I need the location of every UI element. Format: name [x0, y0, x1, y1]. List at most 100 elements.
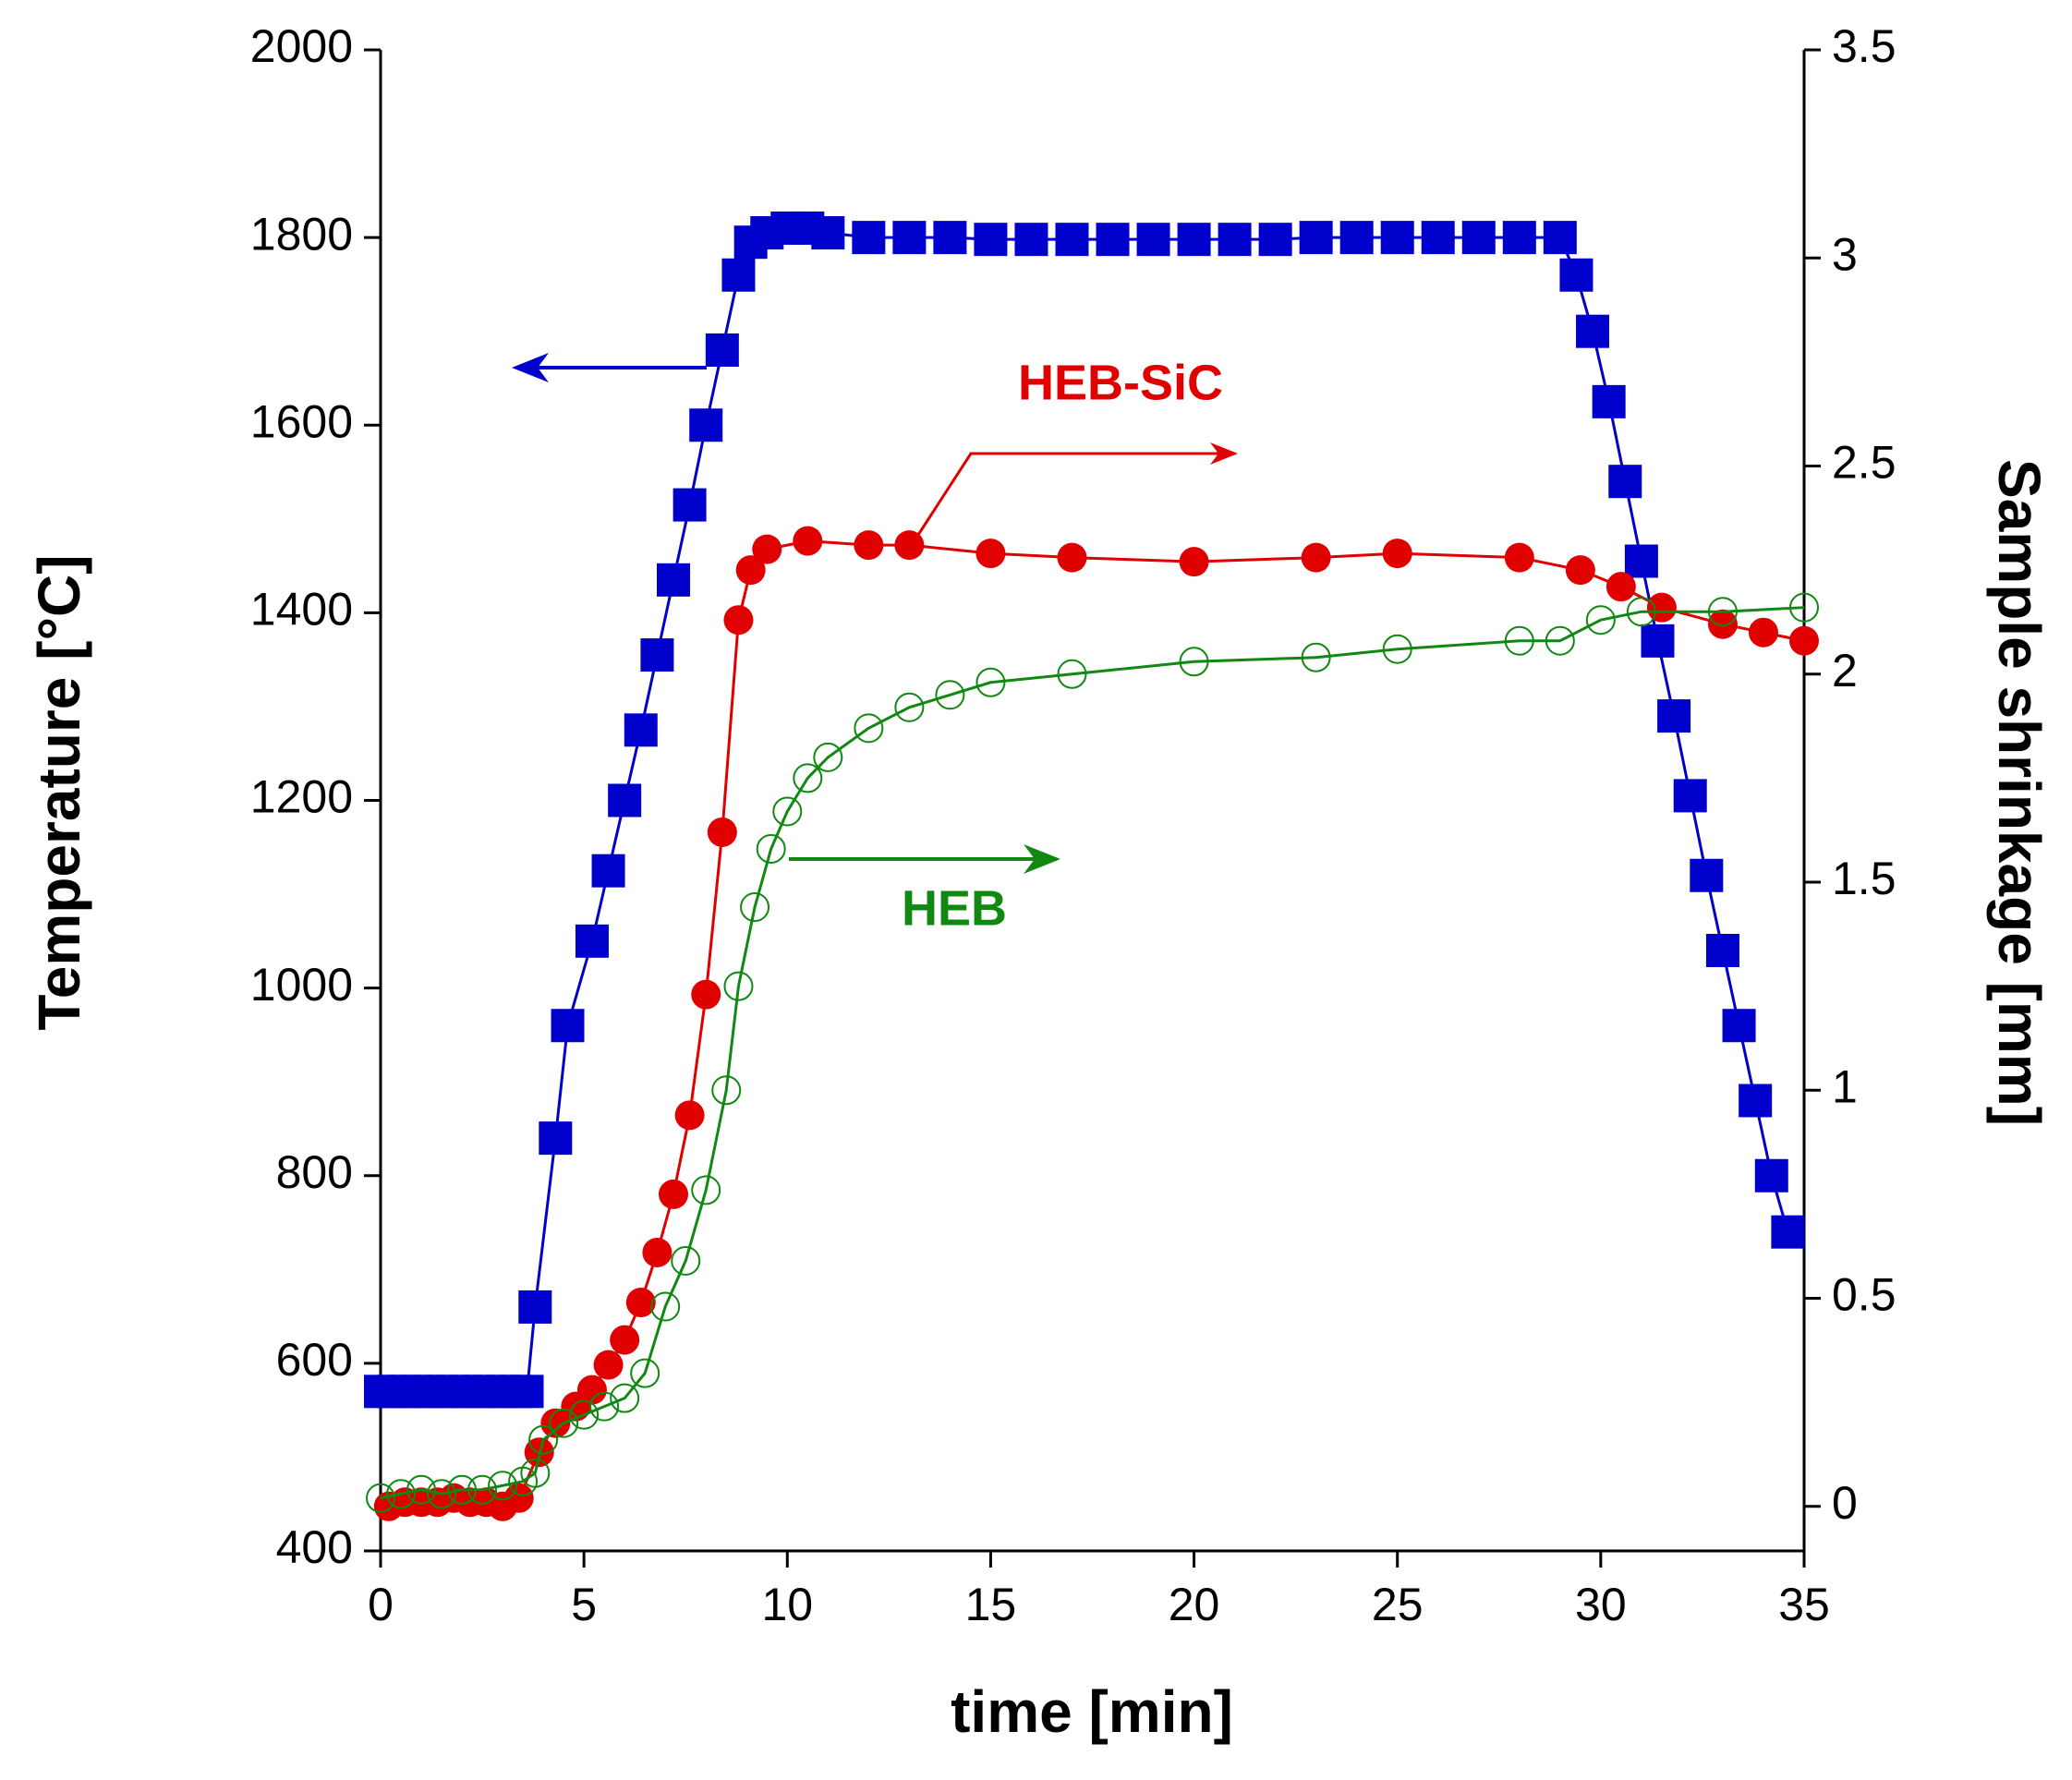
- marker: [650, 1291, 681, 1322]
- marker: [1179, 547, 1209, 577]
- marker: [975, 667, 1006, 697]
- marker: [1177, 223, 1211, 257]
- marker: [1646, 592, 1677, 623]
- annotation: HEB-SiC: [1018, 355, 1223, 410]
- marker: [711, 1075, 742, 1106]
- marker: [1789, 592, 1819, 623]
- marker: [975, 539, 1006, 569]
- marker: [488, 1471, 518, 1501]
- x-tick-label: 30: [1575, 1579, 1627, 1630]
- marker: [1382, 634, 1412, 664]
- y-tick-label: 1800: [250, 208, 353, 260]
- y2-tick-label: 3: [1832, 228, 1858, 280]
- marker: [813, 742, 843, 772]
- y2-tick-label: 0: [1832, 1477, 1858, 1529]
- marker: [672, 488, 707, 522]
- marker: [510, 1374, 544, 1409]
- marker: [1641, 624, 1675, 658]
- marker: [1585, 605, 1616, 636]
- y-tick-label: 800: [276, 1146, 353, 1198]
- arrow: [916, 442, 1238, 536]
- y2-tick-label: 3.5: [1832, 20, 1896, 72]
- marker: [657, 563, 691, 597]
- marker: [591, 854, 625, 888]
- marker: [1461, 221, 1496, 255]
- x-tick-label: 25: [1372, 1579, 1424, 1630]
- marker: [752, 534, 782, 564]
- marker: [528, 1424, 559, 1455]
- marker: [735, 555, 766, 586]
- marker: [1705, 934, 1739, 967]
- marker: [1136, 223, 1170, 257]
- marker: [610, 1325, 640, 1355]
- marker: [793, 763, 823, 793]
- marker: [640, 638, 674, 672]
- marker: [1218, 223, 1252, 257]
- marker: [551, 1009, 585, 1043]
- marker: [1592, 384, 1626, 418]
- y-tick-label: 1600: [250, 395, 353, 447]
- marker: [1626, 597, 1656, 627]
- y2-tick-label: 2.5: [1832, 437, 1896, 489]
- marker: [1339, 221, 1374, 255]
- y-tick-label: 1000: [250, 959, 353, 1011]
- marker: [520, 1458, 551, 1488]
- x-tick-label: 10: [761, 1579, 813, 1630]
- marker: [723, 605, 754, 636]
- annotation: HEB: [902, 880, 1007, 936]
- marker: [1605, 572, 1636, 602]
- marker: [608, 783, 642, 817]
- marker: [1055, 223, 1089, 257]
- marker: [593, 1350, 624, 1380]
- marker: [933, 221, 967, 255]
- marker: [1299, 221, 1333, 255]
- marker: [740, 892, 770, 923]
- marker: [793, 526, 823, 556]
- y2-tick-label: 1: [1832, 1060, 1858, 1112]
- marker: [1301, 542, 1331, 573]
- marker: [1565, 555, 1595, 586]
- marker: [1057, 659, 1087, 689]
- marker: [589, 1391, 620, 1422]
- marker: [1771, 1215, 1805, 1249]
- marker: [642, 1237, 672, 1267]
- marker: [1707, 609, 1738, 639]
- marker: [1057, 542, 1087, 573]
- marker: [540, 1408, 571, 1438]
- y-tick-label: 1400: [250, 584, 353, 636]
- marker: [1545, 625, 1575, 656]
- marker: [610, 1383, 640, 1413]
- y-tick-label: 600: [276, 1334, 353, 1386]
- marker: [1624, 544, 1658, 578]
- marker: [1543, 221, 1577, 255]
- marker: [854, 530, 884, 561]
- marker: [539, 1121, 573, 1156]
- marker: [1748, 617, 1778, 648]
- marker: [1673, 779, 1707, 813]
- marker: [854, 713, 884, 744]
- marker: [1179, 647, 1209, 677]
- y-tick-label: 1200: [250, 771, 353, 823]
- marker: [1559, 258, 1593, 292]
- marker: [1739, 1084, 1773, 1118]
- marker: [427, 1479, 457, 1509]
- y-tick-label: 400: [276, 1521, 353, 1573]
- marker: [689, 408, 723, 442]
- marker: [1722, 1009, 1756, 1043]
- marker: [625, 1288, 656, 1318]
- marker: [974, 223, 1008, 257]
- marker: [1608, 465, 1642, 499]
- y2-axis-label: Sample shrinkage [mm]: [1986, 459, 2053, 1126]
- y2-tick-label: 0.5: [1832, 1269, 1896, 1321]
- marker: [447, 1474, 478, 1505]
- marker: [674, 1100, 705, 1131]
- marker: [1504, 542, 1534, 573]
- x-tick-label: 35: [1778, 1579, 1830, 1630]
- marker: [1707, 597, 1738, 627]
- marker: [624, 713, 658, 747]
- x-tick-label: 20: [1169, 1579, 1220, 1630]
- marker: [1576, 314, 1610, 348]
- marker: [549, 1408, 579, 1438]
- marker: [894, 692, 925, 722]
